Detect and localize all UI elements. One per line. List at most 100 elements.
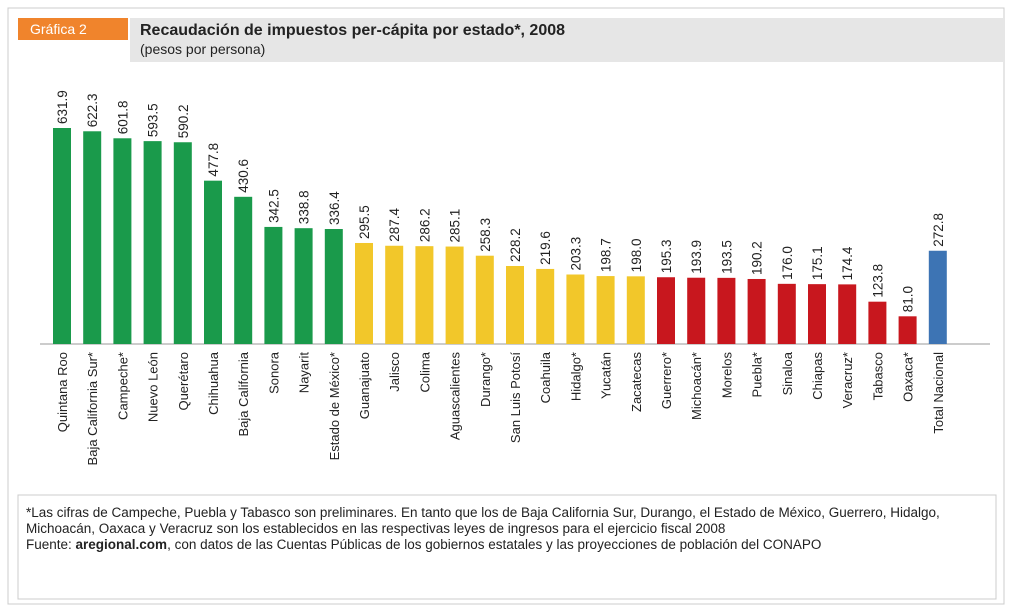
chart-subtitle: (pesos por persona) bbox=[140, 41, 265, 57]
value-label: 287.4 bbox=[387, 207, 402, 241]
bar bbox=[264, 226, 283, 344]
bar bbox=[204, 180, 222, 344]
x-tick-label: Tabasco bbox=[870, 352, 885, 400]
value-label: 286.2 bbox=[417, 208, 432, 242]
badge-bg bbox=[18, 18, 128, 40]
value-label: 622.3 bbox=[85, 93, 100, 127]
x-tick-label: Morelos bbox=[719, 352, 734, 399]
bar bbox=[475, 255, 494, 344]
x-tick-label: Hidalgo* bbox=[568, 352, 583, 401]
value-label: 477.8 bbox=[206, 143, 221, 177]
x-tick-label: Michoacán* bbox=[689, 352, 704, 420]
chart-title: Recaudación de impuestos per-cápita por … bbox=[140, 22, 565, 39]
bar bbox=[445, 246, 464, 344]
x-tick-label: Zacatecas bbox=[629, 352, 644, 412]
x-tick-label: Aguascalientes bbox=[448, 352, 463, 441]
value-label: 123.8 bbox=[870, 264, 885, 298]
value-label: 593.5 bbox=[146, 103, 161, 137]
value-label: 258.3 bbox=[478, 218, 493, 252]
value-label: 631.9 bbox=[55, 90, 70, 124]
value-label: 272.8 bbox=[931, 213, 946, 247]
x-tick-label: San Luis Potosí bbox=[508, 352, 523, 443]
value-label: 590.2 bbox=[176, 104, 191, 138]
x-tick-label: Sinaloa bbox=[780, 351, 795, 395]
value-label: 219.6 bbox=[538, 231, 553, 265]
value-label: 193.9 bbox=[689, 240, 704, 274]
bar bbox=[355, 242, 373, 344]
value-label: 193.5 bbox=[719, 240, 734, 274]
value-label: 430.6 bbox=[236, 159, 251, 193]
bar bbox=[657, 277, 675, 344]
bar bbox=[868, 301, 887, 344]
x-tick-label: Campeche* bbox=[115, 352, 130, 420]
bar bbox=[294, 228, 313, 344]
value-label: 601.8 bbox=[115, 100, 130, 134]
x-tick-label: Nayarit bbox=[297, 352, 312, 394]
bar bbox=[596, 276, 615, 344]
x-tick-label: Nuevo León bbox=[146, 352, 161, 422]
value-label: 174.4 bbox=[840, 246, 855, 280]
x-tick-label: Guanajuato bbox=[357, 352, 372, 419]
bar bbox=[506, 265, 524, 344]
header-bg bbox=[130, 18, 1004, 62]
bar bbox=[173, 142, 192, 344]
source: Fuente: aregional.com, con datos de las … bbox=[26, 537, 986, 553]
value-label: 295.5 bbox=[357, 205, 372, 239]
x-tick-label: Chihuahua bbox=[206, 351, 221, 415]
x-tick-label: Colima bbox=[417, 351, 432, 392]
value-label: 195.3 bbox=[659, 239, 674, 273]
x-tick-label: Guerrero* bbox=[659, 352, 674, 409]
bar bbox=[838, 284, 857, 344]
x-tick-label: Yucatán bbox=[599, 352, 614, 399]
x-tick-label: Querétaro bbox=[176, 352, 191, 411]
value-label: 198.7 bbox=[599, 238, 614, 272]
x-tick-label: Durango* bbox=[478, 352, 493, 407]
footnote: *Las cifras de Campeche, Puebla y Tabasc… bbox=[26, 505, 986, 553]
bar bbox=[747, 278, 766, 344]
value-label: 338.8 bbox=[297, 190, 312, 224]
bar bbox=[898, 316, 917, 344]
bar bbox=[53, 128, 71, 344]
bar bbox=[777, 283, 796, 344]
note-frame bbox=[17, 494, 997, 600]
bar bbox=[385, 245, 404, 344]
x-tick-label: Veracruz* bbox=[840, 352, 855, 408]
value-label: 198.0 bbox=[629, 239, 644, 273]
x-tick-label: Sonora bbox=[266, 351, 281, 394]
note: *Las cifras de Campeche, Puebla y Tabasc… bbox=[26, 505, 940, 536]
bar bbox=[234, 196, 253, 344]
bar bbox=[717, 277, 736, 344]
x-tick-label: Baja California bbox=[236, 351, 251, 436]
bar bbox=[566, 274, 585, 344]
bar bbox=[113, 138, 132, 344]
value-label: 228.2 bbox=[508, 228, 523, 262]
x-tick-label: Oaxaca* bbox=[901, 352, 916, 402]
bar bbox=[415, 246, 434, 344]
x-tick-label: Puebla* bbox=[750, 352, 765, 398]
source-text: Fuente: bbox=[26, 537, 76, 552]
source-site: aregional.com bbox=[75, 537, 168, 552]
bar bbox=[687, 277, 706, 344]
value-label: 176.0 bbox=[780, 246, 795, 280]
value-label: 81.0 bbox=[901, 286, 916, 312]
value-label: 342.5 bbox=[266, 189, 281, 223]
x-tick-label: Coahuila bbox=[538, 351, 553, 403]
value-label: 203.3 bbox=[568, 237, 583, 271]
x-tick-label: Total Nacional bbox=[931, 352, 946, 434]
badge: Gráfica 2 bbox=[30, 21, 87, 37]
x-tick-label: Chiapas bbox=[810, 352, 825, 400]
x-tick-label: Quintana Roo bbox=[55, 352, 70, 432]
value-label: 285.1 bbox=[448, 209, 463, 243]
frame bbox=[7, 7, 1005, 605]
value-label: 175.1 bbox=[810, 246, 825, 280]
x-tick-label: Baja California Sur* bbox=[85, 352, 100, 465]
bar bbox=[324, 229, 343, 344]
bar bbox=[536, 268, 555, 344]
x-tick-label: Jalisco bbox=[387, 352, 402, 392]
bar bbox=[626, 276, 645, 344]
bar bbox=[143, 141, 162, 344]
value-label: 336.4 bbox=[327, 191, 342, 225]
x-tick-label: Estado de México* bbox=[327, 352, 342, 460]
